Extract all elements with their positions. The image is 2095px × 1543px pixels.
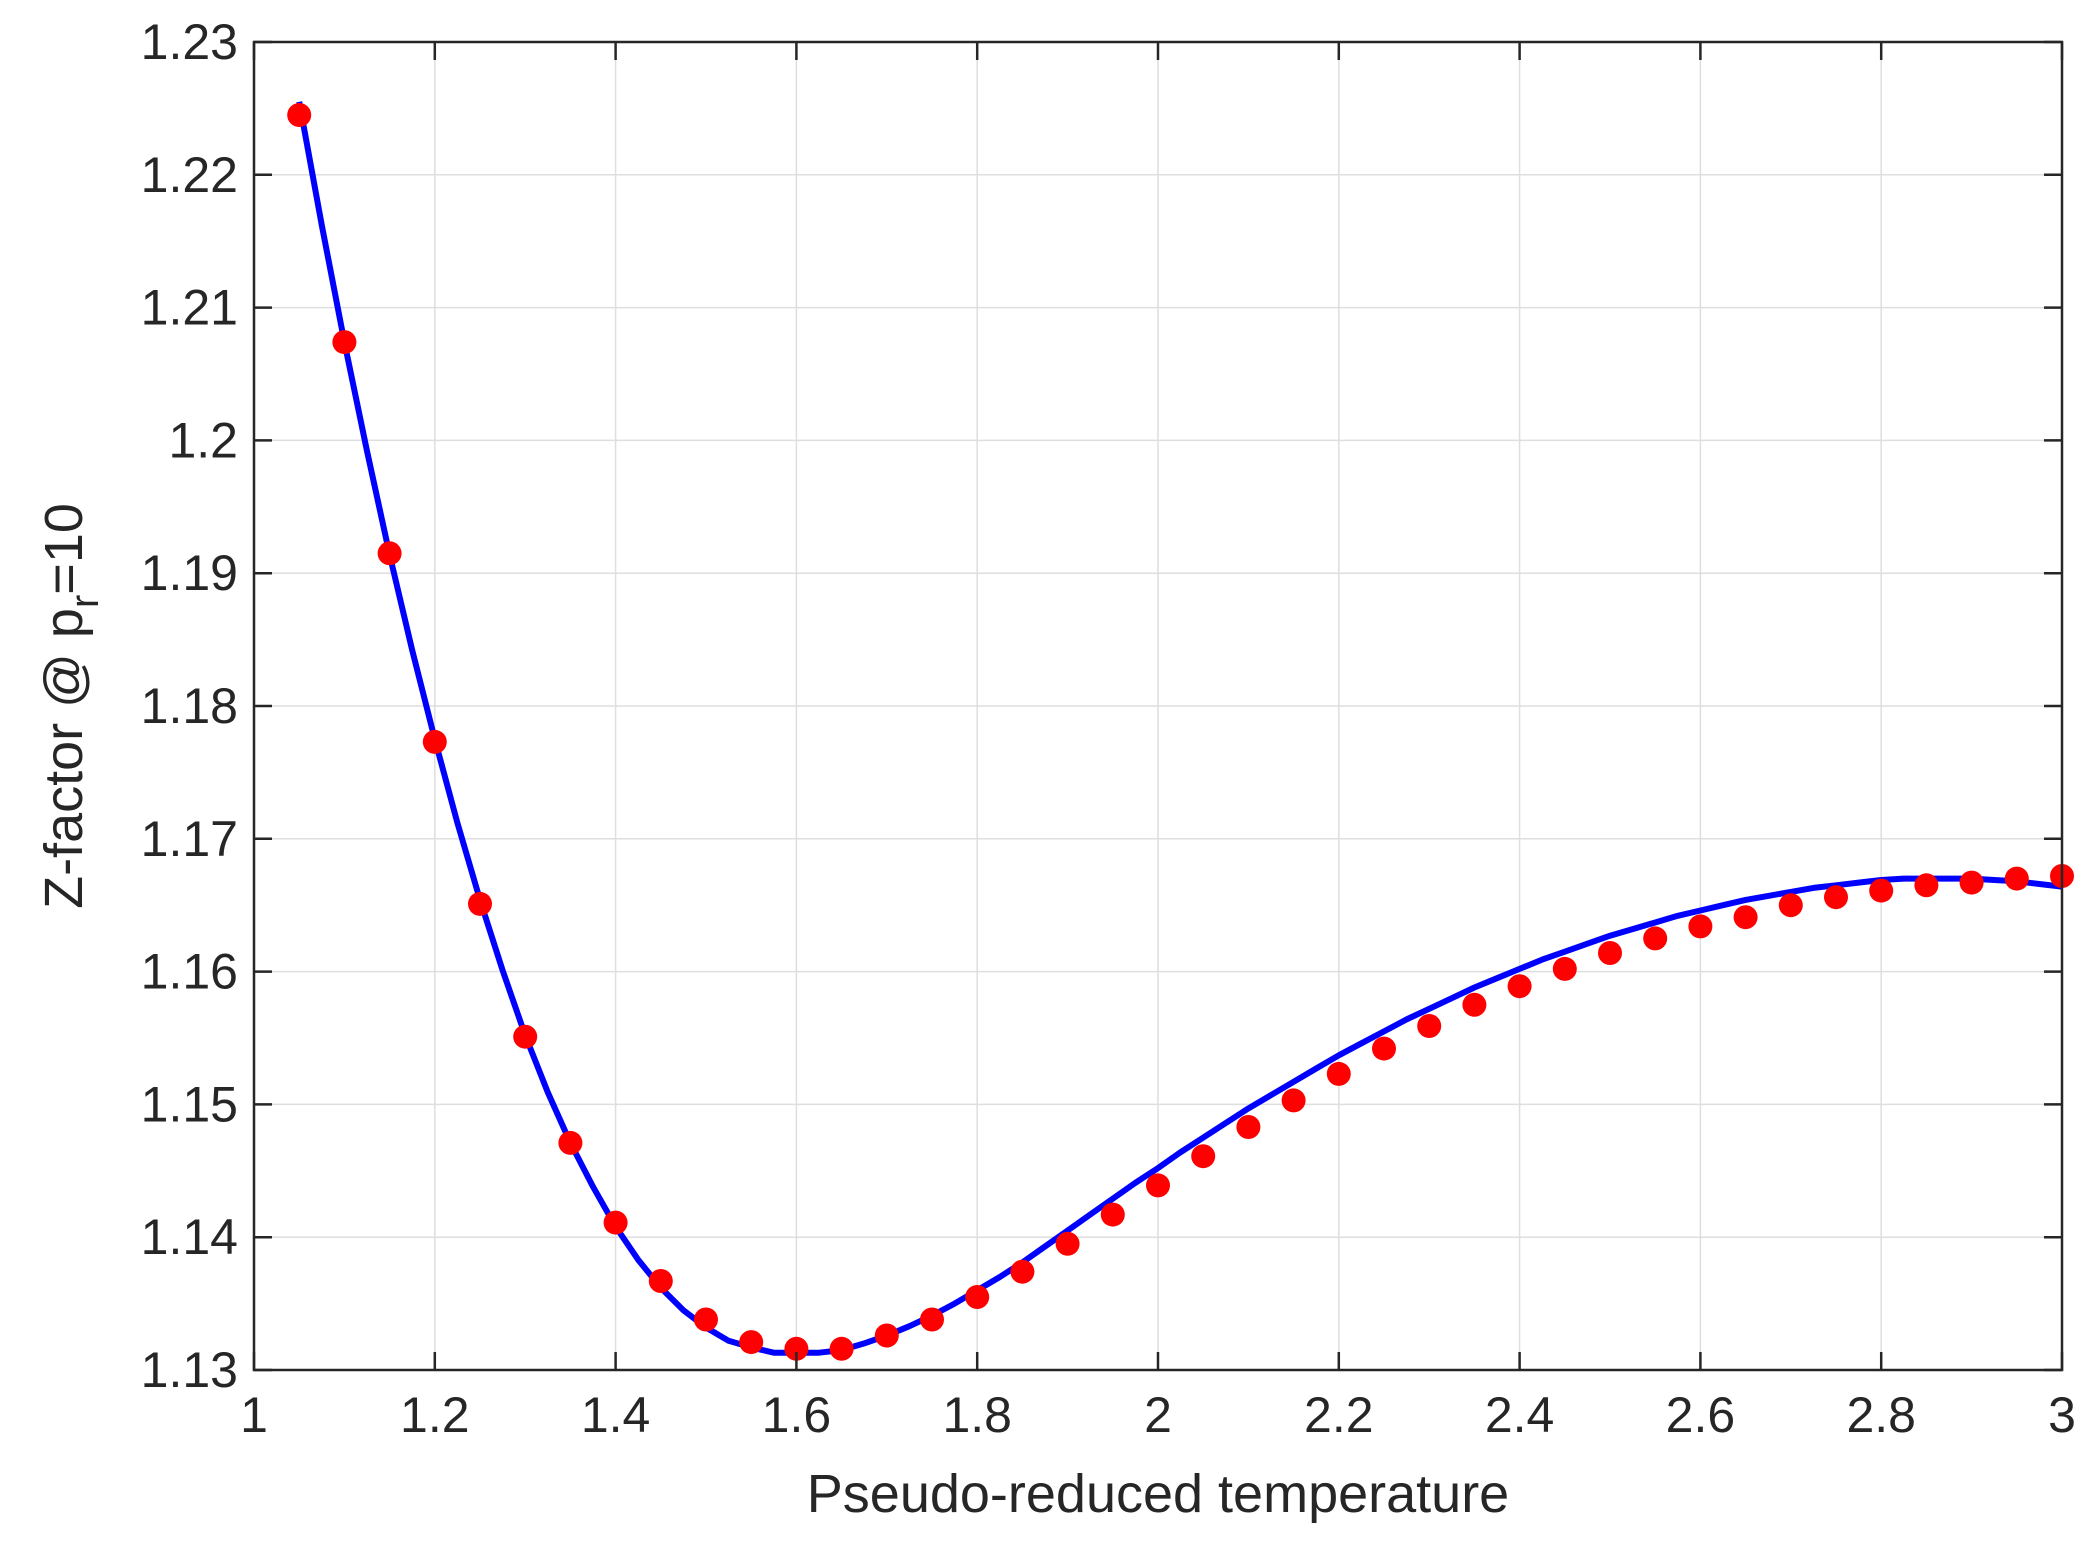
x-axis-label: Pseudo-reduced temperature [807,1464,1509,1524]
data-point [739,1330,764,1355]
x-tick-label: 1.4 [581,1387,651,1443]
x-tick-labels: 1 1.2 1.4 1.6 1.8 2 2.2 2.4 2.6 2.8 3 [240,1387,2076,1443]
y-tick-label: 1.2 [168,412,238,468]
data-point [829,1336,854,1361]
data-point [1778,893,1803,918]
x-tick-label: 2.6 [1666,1387,1736,1443]
y-tick-label: 1.13 [141,1342,238,1398]
y-tick-label: 1.21 [141,280,238,336]
data-point [1552,956,1577,981]
y-axis-label-subscript: r [63,595,107,608]
data-point [1688,914,1713,939]
x-tick-label: 1 [240,1387,268,1443]
data-point [1417,1014,1442,1038]
data-point [1326,1061,1351,1086]
data-point [965,1285,990,1309]
data-point [1236,1115,1261,1139]
y-tick-label: 1.15 [141,1076,238,1132]
data-point [1146,1173,1170,1198]
fit-curve [296,101,2063,1356]
y-tick-labels: 1.13 1.14 1.15 1.16 1.17 1.18 1.19 1.2 1.21 1.22 1… [141,14,238,1398]
y-tick-label: 1.23 [141,14,238,70]
data-point [468,891,492,916]
data-point [1281,1088,1306,1113]
data-point [1733,905,1758,930]
data-point [1507,974,1532,999]
data-point [920,1307,944,1332]
data-point [784,1336,809,1361]
fit-curve-layer [296,101,2063,1356]
data-point [603,1210,628,1235]
x-tick-label: 1.6 [762,1387,832,1443]
data-point [1824,885,1848,910]
data-point [1959,870,1984,895]
y-tick-label: 1.17 [141,811,238,867]
data-points-layer [287,103,2074,1361]
axis-ticks [252,40,2064,1372]
data-point [1055,1231,1080,1256]
data-point [1914,873,1939,898]
data-point [694,1307,718,1332]
y-tick-label: 1.22 [141,147,238,203]
data-point [422,729,447,754]
data-point [1869,878,1894,903]
data-point [1643,926,1668,951]
y-tick-label: 1.14 [141,1209,238,1265]
y-tick-label: 1.18 [141,678,238,734]
data-point [1372,1036,1396,1061]
x-tick-label: 1.2 [400,1387,470,1443]
data-point [287,103,312,127]
data-point [1598,941,1622,965]
x-tick-label: 1.8 [942,1387,1012,1443]
data-point [1010,1259,1035,1284]
data-point [1191,1144,1216,1169]
x-tick-label: 2.8 [1846,1387,1916,1443]
y-axis-label-prefix: Z-factor @ p [34,608,94,909]
y-axis-label: Z-factor @ pr=10 [34,503,107,909]
data-point [1100,1202,1125,1227]
data-point [377,541,402,566]
x-tick-label: 2.2 [1304,1387,1374,1443]
grid-lines [254,42,2062,1370]
x-tick-label: 2.4 [1485,1387,1555,1443]
x-tick-label: 3 [2048,1387,2076,1443]
data-point [558,1130,583,1155]
x-tick-label: 2 [1144,1387,1172,1443]
y-axis-label-suffix: =10 [34,503,94,595]
data-point [874,1323,899,1348]
data-point [2004,866,2029,891]
y-tick-label: 1.16 [141,944,238,1000]
data-point [513,1024,538,1049]
y-tick-label: 1.19 [141,545,238,601]
data-point [1462,992,1487,1017]
data-point [332,330,357,355]
data-point [648,1269,673,1293]
